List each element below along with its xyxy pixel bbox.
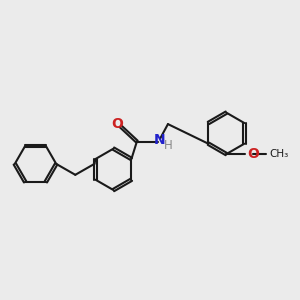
Text: N: N (154, 133, 166, 147)
Text: H: H (164, 139, 173, 152)
Text: O: O (247, 146, 259, 161)
Text: CH₃: CH₃ (269, 148, 289, 158)
Text: O: O (111, 117, 123, 131)
